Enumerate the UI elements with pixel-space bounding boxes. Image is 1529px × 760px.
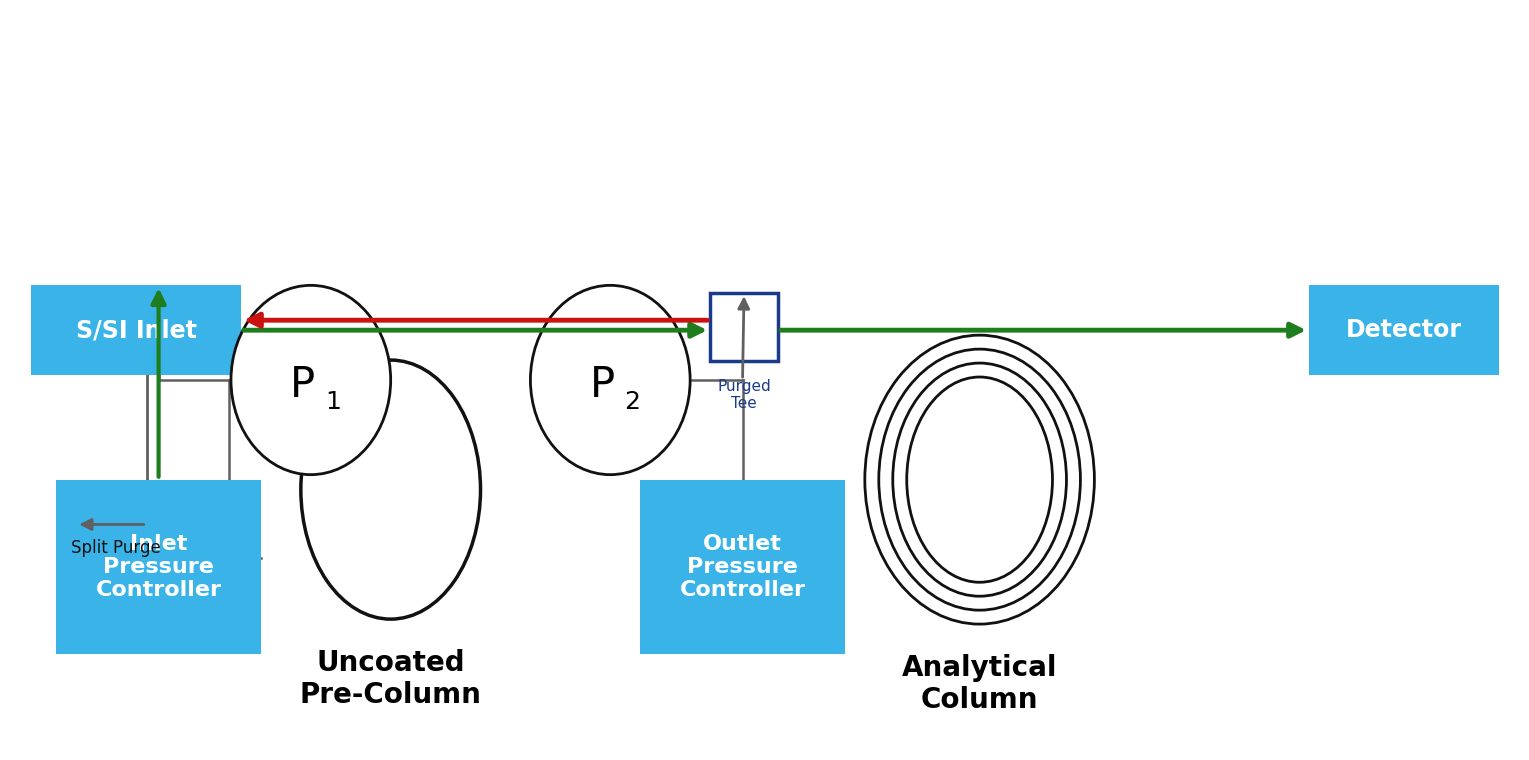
Text: 2: 2 (624, 390, 641, 414)
Bar (57, 480, 261, 654)
Text: Outlet
Pressure
Controller: Outlet Pressure Controller (679, 534, 806, 600)
Text: Purged
Tee: Purged Tee (717, 379, 771, 411)
Text: Analytical
Column: Analytical Column (902, 654, 1058, 714)
Text: Uncoated
Pre-Column: Uncoated Pre-Column (300, 649, 482, 709)
Bar (31, 285, 242, 375)
Bar (1309, 285, 1498, 375)
Ellipse shape (301, 360, 480, 619)
Bar (641, 480, 846, 654)
Text: Split Purge: Split Purge (72, 540, 161, 557)
Ellipse shape (231, 285, 391, 475)
Ellipse shape (531, 285, 690, 475)
Text: P: P (590, 364, 615, 406)
Text: Inlet
Pressure
Controller: Inlet Pressure Controller (96, 534, 222, 600)
Bar (709, 293, 778, 361)
Text: P: P (291, 364, 315, 406)
Text: 1: 1 (324, 390, 341, 414)
Text: S/SI Inlet: S/SI Inlet (76, 318, 197, 342)
Text: Detector: Detector (1346, 318, 1462, 342)
